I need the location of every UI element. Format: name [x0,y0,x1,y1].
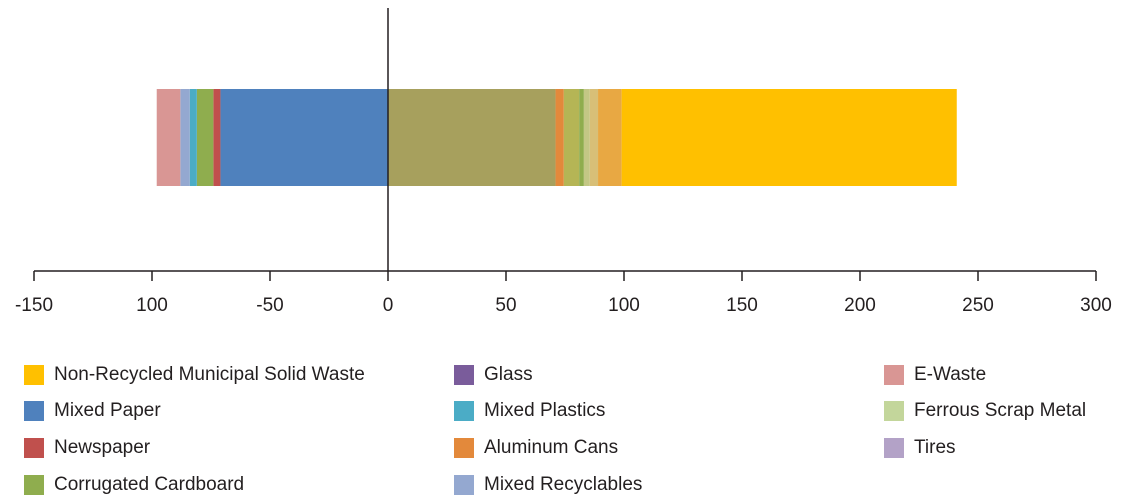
x-tick-label: 250 [962,295,994,316]
bar-segment [388,89,556,186]
x-tick-label: -50 [256,295,283,316]
bar-segment [598,89,622,186]
bar-segments [156,89,957,186]
bar-segment [189,89,197,186]
bar-segment [583,89,590,186]
bar-segment [156,89,181,186]
x-tick-label: -150 [15,295,53,316]
x-tick-label: 100 [608,295,640,316]
x-tick-label: 200 [844,295,876,316]
bar-segment [589,89,599,186]
x-tick-label: 300 [1080,295,1112,316]
bar-segment [579,89,584,186]
x-tick-label: 100 [136,295,168,316]
bar-segment [180,89,190,186]
bar-segment [563,89,580,186]
x-tick-label: 150 [726,295,758,316]
bar-segment [555,89,564,186]
bar-segment [621,89,957,186]
x-tick-label: 50 [495,295,516,316]
bar-segment [220,89,388,186]
bar-segment [196,89,214,186]
x-tick-label: 0 [383,295,394,316]
bar-segment [213,89,221,186]
x-axis-ticks: -150 100 -50 0 50 100 150 200 250 300 [15,271,1112,316]
